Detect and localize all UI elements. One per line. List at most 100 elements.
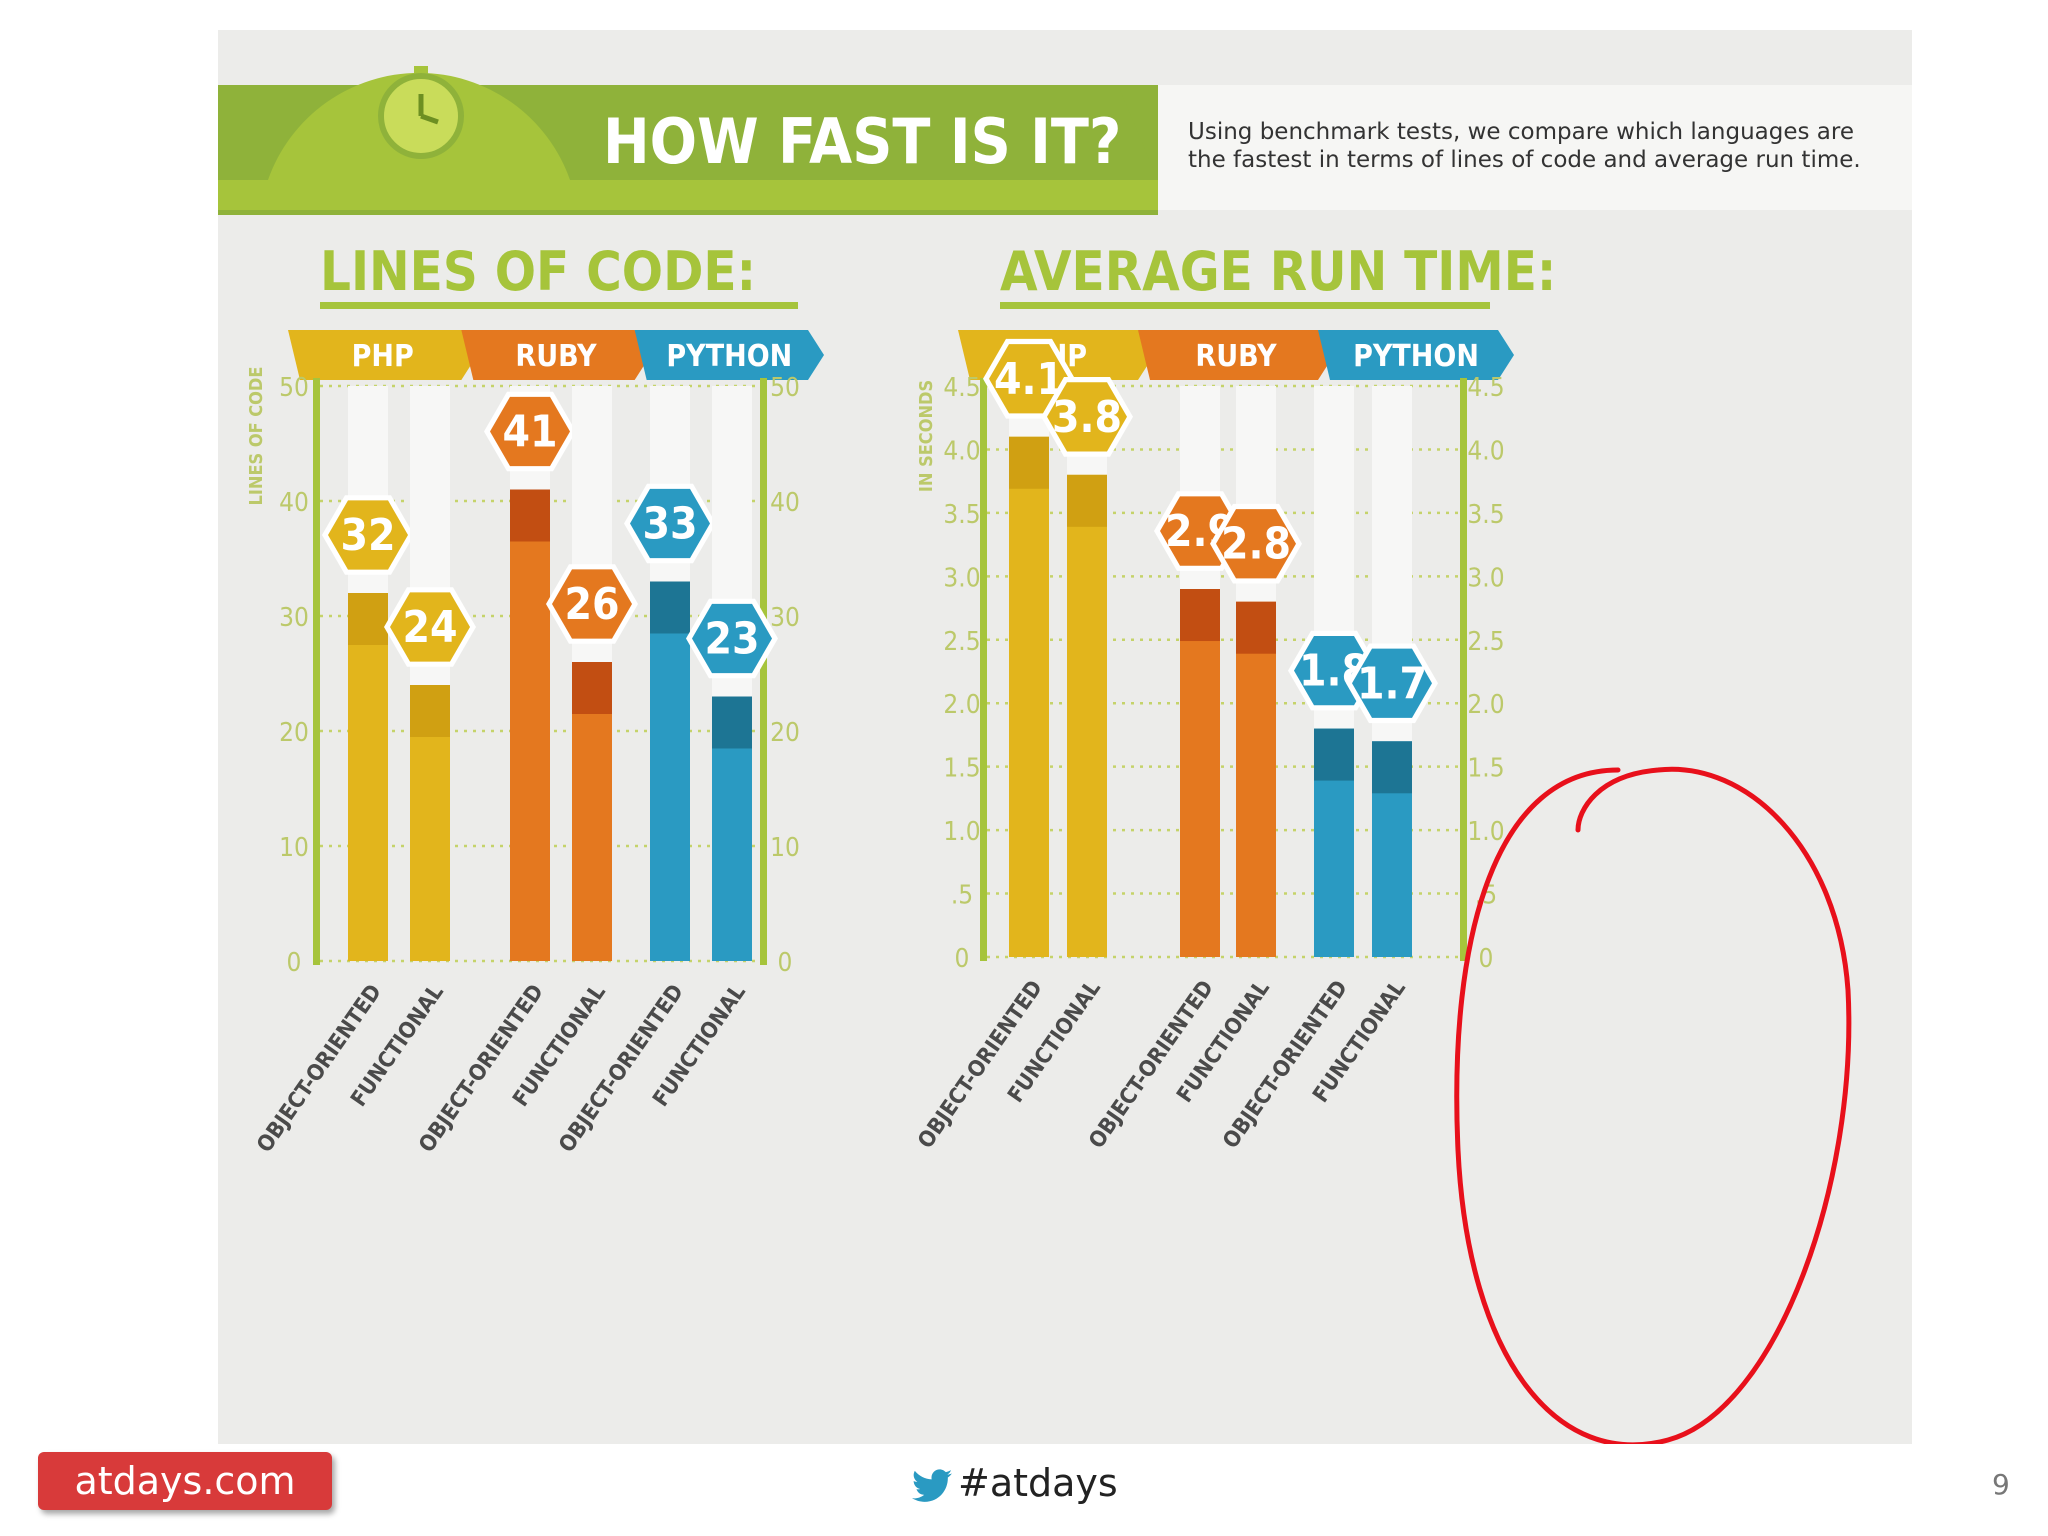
bar-cap: [650, 581, 690, 634]
y-tick-label: 3.5: [1467, 500, 1504, 530]
bar: [1009, 436, 1049, 957]
group-label-php: PHP: [352, 339, 414, 374]
y-axis-label: IN SECONDS: [916, 380, 937, 492]
bar-cap: [1067, 474, 1107, 527]
data-label: 24: [402, 602, 457, 653]
y-axis-left: [313, 378, 320, 965]
y-tick-label: 0: [778, 948, 793, 978]
group-header-python: [634, 330, 824, 380]
value-badge: [1352, 648, 1432, 718]
twitter-bird-icon: [912, 1468, 952, 1502]
bar-cap: [1314, 728, 1354, 781]
data-label: 23: [704, 614, 759, 665]
y-tick-label: 10: [279, 833, 309, 863]
value-badge: [692, 603, 772, 674]
y-tick-label: 10: [770, 833, 800, 863]
chart-title: AVERAGE RUN TIME:: [1000, 240, 1556, 303]
value-badge: [989, 344, 1069, 414]
charts-layer: LINES OF CODE: PHP RUBY PYTHON 0 0 10 10 20 20 30 3…: [246, 240, 1556, 1157]
y-tick-label: 4.5: [943, 373, 980, 403]
data-label: 3.8: [1052, 392, 1122, 443]
y-axis-left: [980, 378, 987, 961]
y-tick-label: 50: [279, 373, 309, 403]
data-label: 1.7: [1357, 658, 1427, 709]
y-tick-label: 20: [279, 718, 309, 748]
page-number: 9: [1992, 1468, 2010, 1501]
value-badge: [630, 488, 710, 559]
y-tick-label: 2.5: [943, 627, 980, 657]
group-label-ruby: RUBY: [515, 339, 597, 374]
group-header-ruby: [461, 330, 651, 380]
chart-title: LINES OF CODE:: [320, 240, 756, 303]
bar-cap: [510, 489, 550, 542]
y-tick-label: 0: [287, 948, 302, 978]
y-tick-label: 0: [955, 944, 970, 974]
y-axis-right: [1460, 378, 1467, 961]
group-header-ruby: [1138, 330, 1334, 380]
title-underline: [320, 302, 798, 309]
bar: [348, 593, 388, 961]
y-tick-label: 1.5: [943, 754, 980, 784]
group-label-python: PYTHON: [1353, 339, 1479, 374]
y-tick-label: 2.5: [1467, 627, 1504, 657]
bar-cap: [1236, 601, 1276, 654]
y-tick-label: 2.0: [943, 690, 980, 720]
bar: [1067, 474, 1107, 957]
brand-link[interactable]: atdays.com: [38, 1452, 332, 1510]
bar-cap: [1180, 589, 1220, 642]
y-tick-label: 4.5: [1467, 373, 1504, 403]
bar-cap: [1009, 436, 1049, 489]
group-label-python: PYTHON: [666, 339, 792, 374]
group-header-php: [288, 330, 478, 380]
bar-cap: [712, 696, 752, 749]
title-underline: [1000, 302, 1490, 309]
bar-cap: [572, 662, 612, 714]
value-badge: [1216, 509, 1296, 579]
page-title: HOW FAST IS IT?: [603, 105, 1121, 178]
data-label: 41: [502, 407, 557, 458]
chart-2: AVERAGE RUN TIME:PHPRUBYPYTHON00.5.51.01…: [913, 240, 1556, 1153]
y-tick-label: 20: [770, 718, 800, 748]
y-axis-right: [760, 378, 767, 965]
hashtag: #atdays: [912, 1458, 1118, 1508]
y-tick-label: 30: [770, 603, 800, 633]
y-tick-label: 1.0: [1467, 817, 1504, 847]
stopwatch-icon: [378, 66, 464, 159]
annotation-circle: [1454, 766, 1852, 1448]
hashtag-text: #atdays: [958, 1461, 1118, 1505]
infographic-canvas: HOW FAST IS IT? LINES OF CODE: PHP RUBY PYT…: [218, 66, 1912, 1448]
y-tick-label: 40: [279, 488, 309, 518]
infographic: HOW FAST IS IT? LINES OF CODE: PHP RUBY PYT…: [218, 30, 1912, 1448]
y-tick-label: 0: [1479, 944, 1494, 974]
bar: [1236, 601, 1276, 957]
y-tick-label: 3.0: [1467, 563, 1504, 593]
value-badge: [552, 569, 632, 639]
y-tick-label: 50: [770, 373, 800, 403]
bar-cap: [410, 685, 450, 737]
y-tick-label: 2.0: [1467, 690, 1504, 720]
data-label: 32: [340, 510, 395, 561]
y-tick-label: 1.0: [943, 817, 980, 847]
data-label: 33: [642, 499, 697, 550]
header-description: Using benchmark tests, we compare which …: [1188, 119, 1861, 173]
y-tick-label: 3.5: [943, 500, 980, 530]
chart-1: LINES OF CODE: PHP RUBY PYTHON 0 0 10 10 20 20 30 3…: [246, 240, 824, 1157]
y-tick-label: 40: [770, 488, 800, 518]
y-tick-label: 30: [279, 603, 309, 633]
y-tick-label: 3.0: [943, 563, 980, 593]
y-axis-label: LINES OF CODE: [246, 367, 267, 506]
value-badge: [1047, 382, 1127, 452]
bar-cap: [1372, 741, 1412, 794]
y-tick-label: 1.5: [1467, 754, 1504, 784]
bar: [510, 489, 550, 961]
data-label: 2.8: [1221, 519, 1291, 570]
group-label-ruby: RUBY: [1195, 339, 1277, 374]
bar: [1180, 589, 1220, 957]
group-header-python: [1318, 330, 1514, 380]
data-label: 4.1: [994, 354, 1064, 405]
data-label: 26: [564, 579, 619, 630]
value-badge: [490, 396, 570, 467]
y-tick-label: 4.0: [943, 436, 980, 466]
y-tick-label: .5: [951, 881, 973, 911]
